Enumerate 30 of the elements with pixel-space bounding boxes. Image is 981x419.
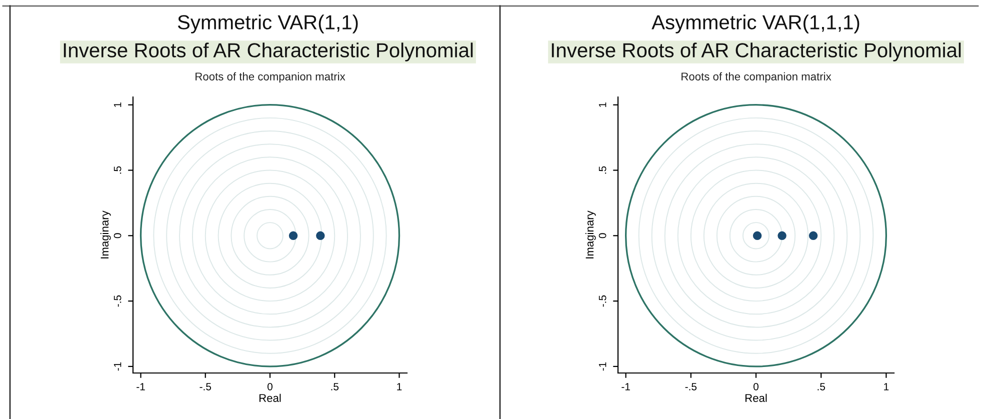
x-tick-label: 1 (884, 383, 889, 390)
y-tick-label: .5 (114, 166, 122, 174)
x-tick-label: -1 (622, 383, 630, 390)
chart-title: Symmetric VAR(1,1) (178, 14, 358, 34)
x-tick-label: .5 (818, 383, 825, 390)
x-tick-label: 1 (397, 383, 402, 390)
y-tick-label: 0 (598, 233, 606, 238)
x-tick-label: -.5 (200, 383, 212, 390)
x-axis-title: Real (745, 394, 767, 402)
y-tick-label: -1 (598, 362, 606, 371)
chart-title: Asymmetric VAR(1,1,1) (652, 14, 860, 34)
x-tick-label: .5 (331, 383, 339, 390)
y-tick-label: 1 (598, 102, 606, 107)
chart-subtitle: Inverse Roots of AR Characteristic Polynomial (552, 42, 961, 62)
x-axis-title: Real (259, 394, 281, 402)
y-tick-label: .5 (598, 166, 606, 174)
chart-subtitle: Inverse Roots of AR Characteristic Polynomial (64, 42, 473, 62)
text: Roots of the companion matrix (682, 72, 832, 83)
y-tick-label: -1 (114, 362, 122, 371)
y-axis-title: Imaginary (100, 210, 111, 258)
y-tick-label: -.5 (114, 295, 122, 307)
y-tick-label: 0 (114, 233, 122, 238)
y-axis-title: Imaginary (585, 210, 596, 258)
y-tick-label: 1 (114, 102, 122, 107)
text: Roots of the companion matrix (196, 72, 346, 83)
y-tick-label: -.5 (598, 295, 606, 307)
x-tick-label: 0 (754, 382, 758, 390)
x-tick-label: -1 (136, 383, 145, 390)
x-tick-label: 0 (268, 382, 272, 390)
x-tick-label: -.5 (685, 383, 697, 390)
